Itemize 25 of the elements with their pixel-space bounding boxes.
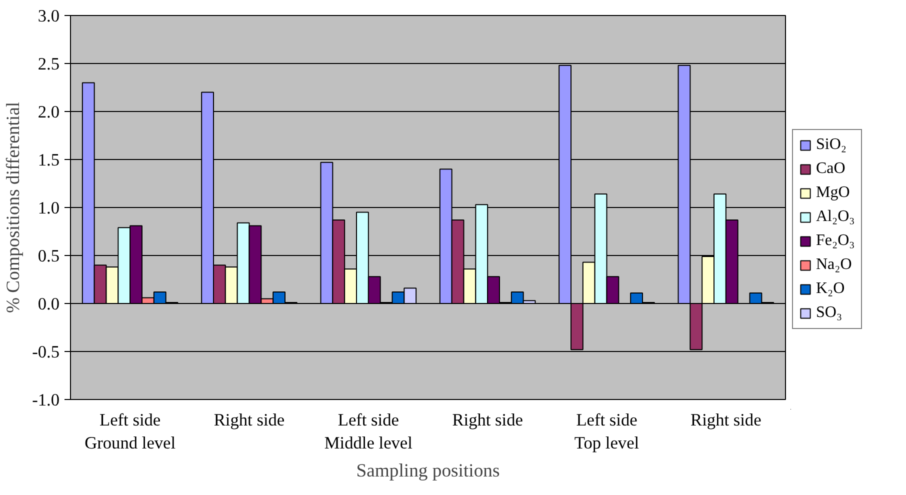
x-tick-label: Right side bbox=[452, 410, 524, 430]
legend-label: Fe₂O₃ bbox=[816, 232, 855, 250]
y-tick-label: 3.0 bbox=[38, 6, 60, 26]
y-tick-label: 0.5 bbox=[38, 246, 60, 266]
y-tick-label: 0.0 bbox=[38, 294, 60, 314]
y-tick-label: -0.5 bbox=[32, 342, 60, 362]
y-tick-label: 1.0 bbox=[38, 198, 60, 218]
legend-label: Al₂O₃ bbox=[816, 208, 855, 226]
legend-label: CaO bbox=[816, 160, 846, 178]
y-axis-title: % Compositions differential bbox=[3, 102, 24, 314]
y-tick-label: 2.0 bbox=[38, 102, 60, 122]
x-tick-label: Left side Top level bbox=[574, 410, 640, 452]
x-tick-label: Right side bbox=[690, 410, 762, 430]
y-tick-label: -1.0 bbox=[32, 390, 60, 410]
x-axis-title: Sampling positions bbox=[356, 460, 500, 482]
legend-label: SiO₂ bbox=[816, 136, 846, 154]
x-tick-label: Left side Middle level bbox=[324, 410, 413, 452]
x-tick-label: Right side bbox=[214, 410, 285, 430]
y-tick-label: 1.5 bbox=[38, 150, 60, 170]
legend-label: Na₂O bbox=[816, 256, 852, 274]
legend-label: K₂O bbox=[816, 280, 845, 298]
x-tick-label: Left side Ground level bbox=[84, 410, 176, 452]
legend-label: MgO bbox=[816, 184, 850, 202]
legend-label: SO₃ bbox=[816, 304, 842, 322]
y-tick-label: 2.5 bbox=[38, 54, 60, 74]
